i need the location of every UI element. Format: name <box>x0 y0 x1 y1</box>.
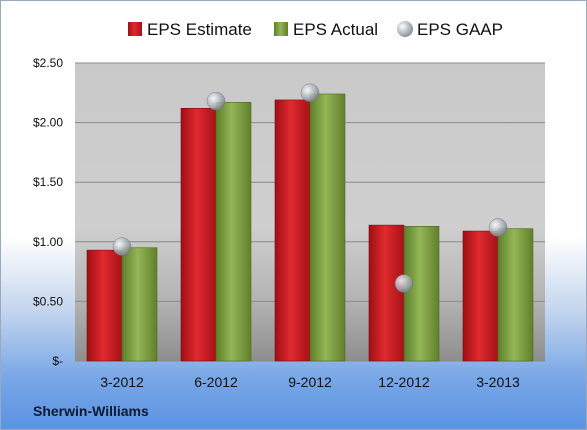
y-tick-label: $1.50 <box>33 175 63 189</box>
legend-label-estimate: EPS Estimate <box>147 20 252 39</box>
point-eps-gaap <box>488 218 508 237</box>
x-tick-label: 3-2012 <box>100 374 144 390</box>
point-eps-gaap <box>206 91 226 111</box>
bar-eps-actual <box>215 102 252 362</box>
bar-eps-estimate <box>180 107 217 362</box>
x-tick-label: 12-2012 <box>378 374 430 390</box>
legend: EPS Estimate EPS Actual EPS GAAP <box>128 20 503 39</box>
point-eps-gaap <box>394 274 414 293</box>
x-tick-label: 9-2012 <box>288 374 332 390</box>
bars <box>86 93 534 362</box>
y-axis-ticks: $- $0.50 $1.00 $1.50 $2.00 $2.50 <box>33 56 63 368</box>
x-tick-label: 3-2013 <box>476 374 520 390</box>
y-tick-label: $1.00 <box>33 235 63 249</box>
legend-label-gaap: EPS GAAP <box>417 20 503 39</box>
bar-eps-actual <box>121 247 158 362</box>
y-tick-label: $0.50 <box>33 294 63 308</box>
bar-eps-estimate <box>86 249 123 362</box>
bar-eps-actual <box>309 93 346 362</box>
x-tick-label: 6-2012 <box>194 374 238 390</box>
legend-swatch-gaap <box>397 21 413 37</box>
point-eps-gaap <box>300 83 320 103</box>
bar-eps-actual <box>497 228 534 362</box>
legend-swatch-estimate <box>128 22 142 36</box>
y-tick-label: $2.00 <box>33 116 63 130</box>
bar-eps-estimate <box>368 224 405 362</box>
bar-eps-estimate <box>274 99 311 362</box>
bar-eps-actual <box>403 226 440 362</box>
bar-eps-estimate <box>462 230 499 362</box>
legend-swatch-actual <box>274 22 288 36</box>
gaap-points <box>112 83 508 293</box>
y-tick-label: $2.50 <box>33 56 63 70</box>
point-eps-gaap <box>112 237 132 256</box>
y-tick-label: $- <box>52 354 63 368</box>
legend-label-actual: EPS Actual <box>293 20 378 39</box>
company-name: Sherwin-Williams <box>33 403 149 419</box>
x-axis-labels: 3-2012 6-2012 9-2012 12-2012 3-2013 <box>100 374 520 390</box>
